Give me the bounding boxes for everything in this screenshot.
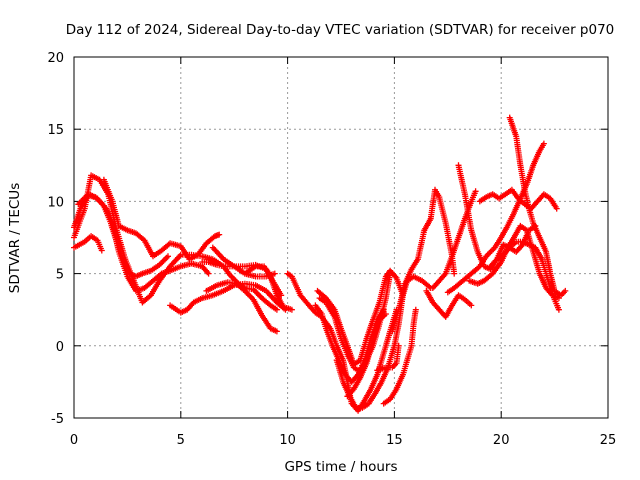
y-tick-label: 20	[47, 51, 64, 66]
series-sat-n	[314, 267, 406, 368]
gridlines	[74, 57, 608, 418]
series-markers	[389, 186, 458, 335]
series-markers	[380, 306, 419, 407]
series-sat-f	[167, 280, 289, 316]
y-tick-label: 5	[56, 268, 64, 283]
series-markers	[75, 192, 171, 280]
series-sat-p	[344, 311, 389, 400]
x-tick-label: 0	[70, 433, 78, 448]
y-axis-label: SDTVAR / TECUs	[7, 183, 23, 293]
series-sat-s	[389, 186, 458, 335]
series-sat-j	[241, 263, 295, 313]
series-markers	[241, 263, 295, 313]
series-sat-d	[71, 233, 105, 254]
series-markers	[71, 233, 105, 254]
series-sat-c	[75, 192, 171, 280]
series-markers	[487, 238, 562, 313]
x-tick-label: 25	[600, 433, 617, 448]
y-tick-label: 10	[47, 195, 64, 210]
axis-ticks	[73, 56, 609, 419]
x-tick-label: 15	[386, 433, 403, 448]
series-sat-b	[71, 191, 212, 294]
series-markers	[423, 287, 475, 320]
series-markers	[476, 186, 560, 212]
series-markers	[71, 191, 212, 294]
x-tick-label: 20	[493, 433, 510, 448]
series-markers	[203, 279, 280, 335]
x-tick-label: 5	[177, 433, 185, 448]
series-markers	[314, 267, 406, 368]
x-axis-label: GPS time / hours	[284, 459, 397, 475]
y-tick-labels: -5 0 5 10 15 20	[47, 51, 64, 427]
y-tick-label: 15	[47, 123, 64, 138]
series-sat-x	[476, 186, 560, 212]
data-markers	[71, 114, 569, 414]
series-sat-t	[423, 287, 475, 320]
series-markers	[344, 311, 389, 400]
series-markers	[100, 176, 223, 263]
series-markers	[167, 280, 289, 316]
series-markers	[374, 342, 402, 374]
x-tick-labels: 0 5 10 15 20 25	[70, 433, 616, 448]
y-tick-label: -5	[51, 412, 64, 427]
series-sat-e	[100, 176, 223, 263]
series-sat-i	[203, 279, 280, 335]
x-tick-label: 10	[279, 433, 296, 448]
series-markers	[506, 114, 569, 299]
series-sat-aa	[487, 238, 562, 313]
series-sat-r	[374, 342, 402, 374]
series-sat-q	[380, 306, 419, 407]
y-tick-label: 0	[56, 340, 64, 355]
chart-title: Day 112 of 2024, Sidereal Day-to-day VTE…	[66, 22, 615, 38]
series-sat-z	[506, 114, 569, 299]
